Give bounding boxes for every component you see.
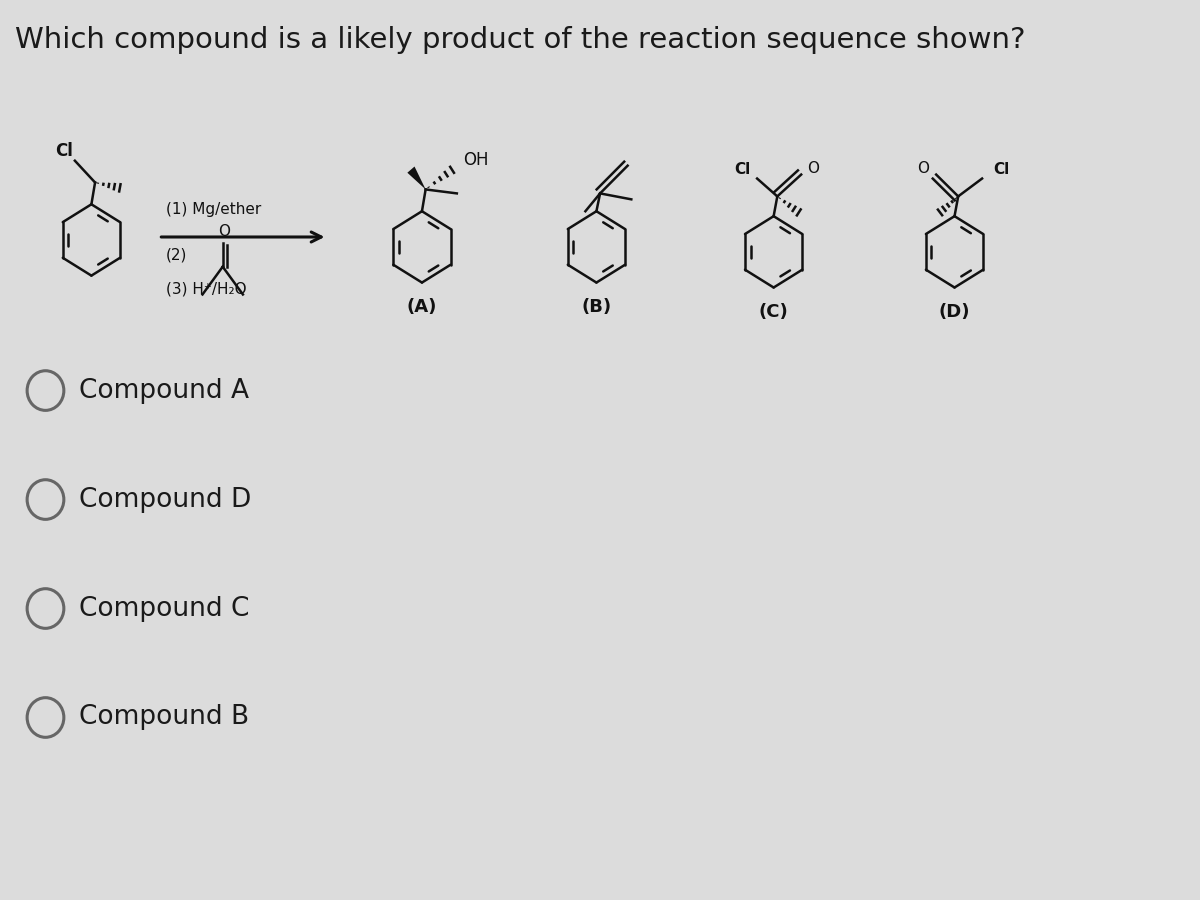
- Text: O: O: [806, 161, 818, 176]
- Text: Compound A: Compound A: [79, 378, 250, 403]
- Text: Cl: Cl: [994, 162, 1009, 177]
- Text: Compound D: Compound D: [79, 487, 252, 512]
- Text: (1) Mg/ether: (1) Mg/ether: [166, 202, 262, 217]
- Text: (D): (D): [938, 303, 971, 321]
- Text: Which compound is a likely product of the reaction sequence shown?: Which compound is a likely product of th…: [16, 26, 1026, 54]
- Text: (2): (2): [166, 248, 187, 262]
- Text: (B): (B): [581, 298, 612, 316]
- Text: Compound C: Compound C: [79, 596, 250, 622]
- Text: OH: OH: [463, 150, 488, 168]
- Text: (A): (A): [407, 298, 437, 316]
- Text: (3) H⁺/H₂O: (3) H⁺/H₂O: [166, 281, 246, 296]
- Text: O: O: [218, 223, 230, 238]
- Text: O: O: [917, 161, 929, 176]
- Text: Cl: Cl: [55, 142, 73, 160]
- Text: Cl: Cl: [734, 162, 750, 177]
- Text: (C): (C): [758, 303, 788, 321]
- Text: Compound B: Compound B: [79, 705, 250, 731]
- Polygon shape: [407, 166, 426, 189]
